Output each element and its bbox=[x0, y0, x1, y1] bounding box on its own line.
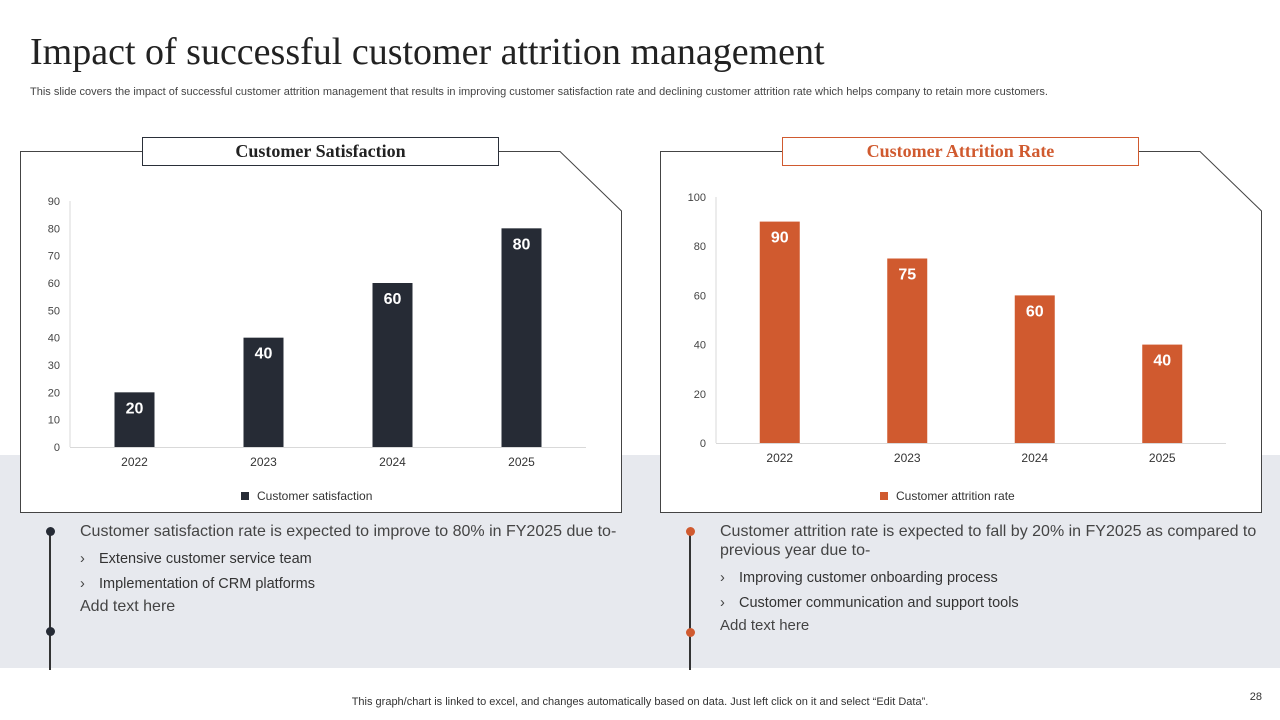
y-tick-label: 20 bbox=[48, 387, 60, 399]
attrition-notes: Customer attrition rate is expected to f… bbox=[720, 522, 1260, 634]
data-label: 20 bbox=[126, 400, 144, 417]
satisfaction-note-main: Customer satisfaction rate is expected t… bbox=[80, 523, 617, 540]
x-tick-label: 2022 bbox=[766, 451, 793, 465]
bar[interactable] bbox=[114, 392, 155, 447]
satisfaction-bar-chart[interactable]: 0 10 20 30 40 50 60 70 80 90 20 2022 40 2023 60 2024 80 2… bbox=[30, 185, 600, 475]
satisfaction-chart-title: Customer Satisfaction bbox=[142, 137, 499, 166]
bar[interactable] bbox=[501, 228, 542, 447]
bar[interactable] bbox=[1142, 344, 1183, 443]
satisfaction-notes: Customer satisfaction rate is expected t… bbox=[80, 522, 620, 616]
timeline-dot bbox=[46, 627, 55, 636]
data-label: 40 bbox=[1153, 353, 1171, 370]
list-item: › Customer communication and support tool… bbox=[720, 591, 1260, 616]
attrition-note-main: Customer attrition rate is expected to f… bbox=[720, 523, 1257, 559]
y-tick-label: 40 bbox=[48, 333, 60, 345]
x-tick-label: 2023 bbox=[250, 455, 277, 469]
right-timeline bbox=[689, 530, 691, 670]
y-tick-label: 40 bbox=[694, 340, 706, 352]
bar[interactable] bbox=[759, 221, 800, 443]
list-item-label: Customer communication and support tools bbox=[739, 595, 1019, 611]
legend-swatch bbox=[241, 492, 249, 500]
y-tick-label: 100 bbox=[688, 192, 706, 204]
chevron-right-icon: › bbox=[80, 551, 85, 567]
y-tick-label: 90 bbox=[48, 196, 60, 208]
data-label: 90 bbox=[771, 230, 789, 247]
page-subtitle: This slide covers the impact of successf… bbox=[30, 86, 1048, 98]
attrition-sub-list: › Improving customer onboarding process ›… bbox=[720, 566, 1260, 616]
data-label: 75 bbox=[898, 267, 916, 284]
legend-label: Customer satisfaction bbox=[257, 489, 373, 503]
y-tick-label: 60 bbox=[694, 290, 706, 302]
satisfaction-sub-list: › Extensive customer service team › Implem… bbox=[80, 547, 620, 597]
page-number: 28 bbox=[1249, 691, 1262, 703]
add-text-placeholder[interactable]: Add text here bbox=[720, 617, 810, 634]
data-label: 80 bbox=[513, 236, 531, 253]
y-tick-label: 10 bbox=[48, 415, 60, 427]
data-label: 60 bbox=[1026, 303, 1044, 320]
attrition-legend: Customer attrition rate bbox=[880, 489, 1015, 503]
satisfaction-legend: Customer satisfaction bbox=[241, 489, 372, 503]
add-text-placeholder[interactable]: Add text here bbox=[80, 598, 176, 615]
y-tick-label: 50 bbox=[48, 305, 60, 317]
list-item-label: Improving customer onboarding process bbox=[739, 570, 998, 586]
x-tick-label: 2023 bbox=[894, 451, 921, 465]
attrition-chart-title: Customer Attrition Rate bbox=[782, 137, 1139, 166]
list-item: › Improving customer onboarding process bbox=[720, 566, 1260, 591]
timeline-dot bbox=[46, 527, 55, 536]
y-tick-label: 0 bbox=[54, 442, 60, 454]
bar[interactable] bbox=[1014, 295, 1055, 443]
x-tick-label: 2024 bbox=[379, 455, 406, 469]
timeline-dot bbox=[686, 527, 695, 536]
list-item: › Extensive customer service team bbox=[80, 547, 620, 572]
y-tick-label: 70 bbox=[48, 251, 60, 263]
data-label: 60 bbox=[384, 291, 402, 308]
chevron-right-icon: › bbox=[720, 595, 725, 611]
list-item: › Implementation of CRM platforms bbox=[80, 572, 620, 597]
y-tick-label: 80 bbox=[48, 223, 60, 235]
footer-note: This graph/chart is linked to excel, and… bbox=[351, 696, 929, 708]
chevron-right-icon: › bbox=[80, 576, 85, 592]
bar[interactable] bbox=[887, 258, 928, 444]
bar[interactable] bbox=[372, 283, 413, 447]
left-timeline bbox=[49, 530, 51, 670]
list-item-label: Implementation of CRM platforms bbox=[99, 576, 315, 592]
y-tick-label: 20 bbox=[694, 389, 706, 401]
x-tick-label: 2025 bbox=[1149, 451, 1176, 465]
y-tick-label: 80 bbox=[694, 241, 706, 253]
x-tick-label: 2022 bbox=[121, 455, 148, 469]
attrition-bar-chart[interactable]: 0 20 40 60 80 100 90 2022 75 2023 60 2024 40 2025 bbox=[670, 185, 1240, 475]
y-tick-label: 30 bbox=[48, 360, 60, 372]
y-tick-label: 60 bbox=[48, 278, 60, 290]
page-title: Impact of successful customer attrition … bbox=[30, 31, 825, 73]
legend-swatch bbox=[880, 492, 888, 500]
x-tick-label: 2024 bbox=[1021, 451, 1048, 465]
timeline-dot bbox=[686, 628, 695, 637]
data-label: 40 bbox=[255, 346, 273, 363]
x-tick-label: 2025 bbox=[508, 455, 535, 469]
legend-label: Customer attrition rate bbox=[896, 489, 1015, 503]
y-tick-label: 0 bbox=[700, 438, 706, 450]
bar[interactable] bbox=[243, 337, 284, 447]
chevron-right-icon: › bbox=[720, 570, 725, 586]
list-item-label: Extensive customer service team bbox=[99, 551, 312, 567]
